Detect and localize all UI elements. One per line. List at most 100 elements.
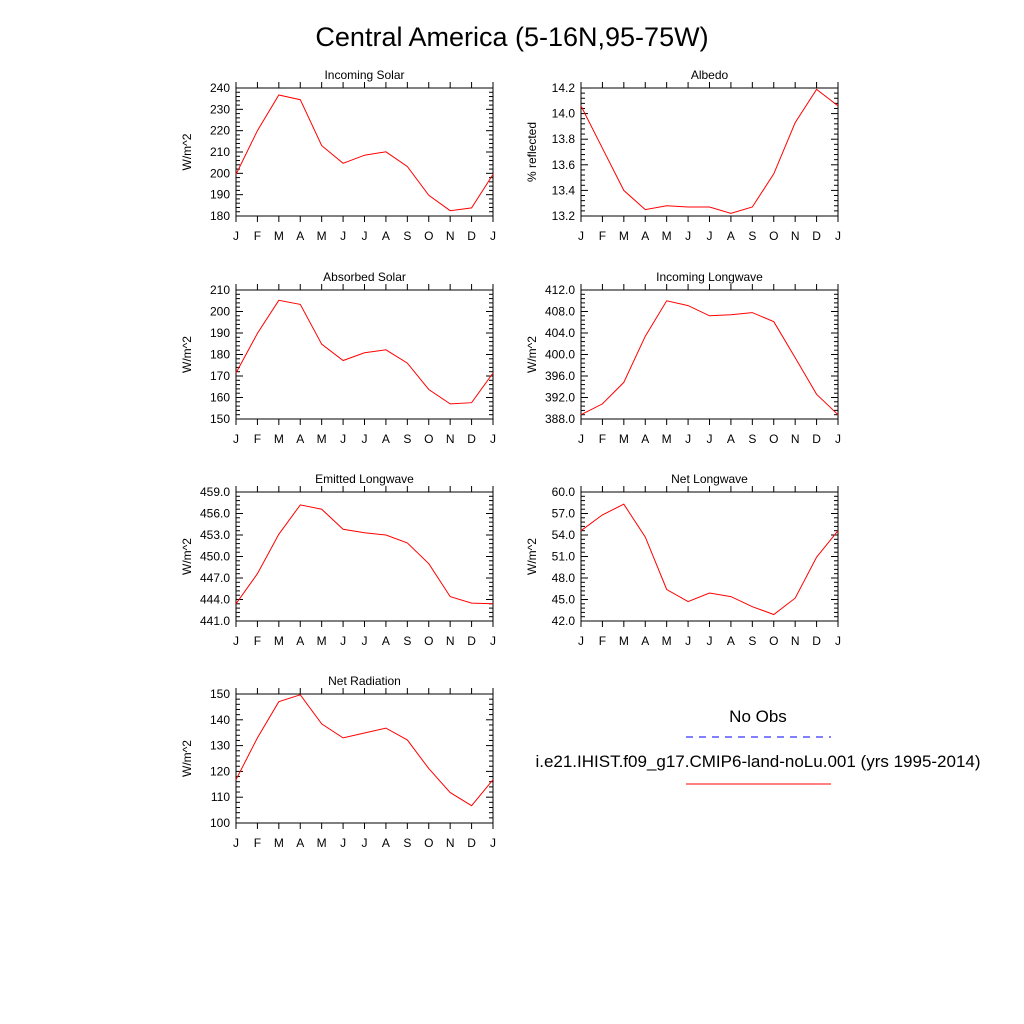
- x-tick-label: S: [403, 634, 411, 648]
- y-axis-label: W/m^2: [525, 538, 539, 575]
- x-tick-label: N: [446, 836, 455, 850]
- x-tick-label: J: [362, 634, 368, 648]
- x-tick-label: F: [599, 634, 606, 648]
- chart-title: Net Longwave: [671, 472, 748, 486]
- x-tick-label: D: [812, 432, 821, 446]
- x-tick-label: D: [467, 634, 476, 648]
- y-tick-label: 444.0: [200, 593, 230, 607]
- chart-panel-2: Albedo % reflected 13.2 13.4 13.6 13.8 14.0 14.…: [525, 68, 841, 243]
- y-axis-label: W/m^2: [180, 336, 194, 373]
- y-tick-label: 13.4: [552, 183, 576, 197]
- x-tick-label: F: [254, 634, 261, 648]
- y-tick-label: 48.0: [552, 571, 576, 585]
- y-tick-label: 230: [210, 102, 230, 116]
- x-tick-label: J: [707, 634, 713, 648]
- x-tick-label: O: [424, 634, 433, 648]
- y-tick-label: 150: [210, 687, 230, 701]
- x-tick-label: O: [769, 229, 778, 243]
- y-tick-label: 180: [210, 209, 230, 223]
- y-tick-label: 392.0: [545, 391, 575, 405]
- x-tick-label: A: [641, 432, 649, 446]
- y-tick-label: 190: [210, 188, 230, 202]
- x-tick-label: A: [382, 634, 390, 648]
- x-tick-label: A: [382, 432, 390, 446]
- x-tick-label: J: [340, 229, 346, 243]
- x-tick-label: N: [446, 432, 455, 446]
- x-tick-label: M: [317, 836, 327, 850]
- x-tick-label: F: [599, 229, 606, 243]
- y-tick-label: 240: [210, 81, 230, 95]
- x-tick-label: A: [641, 634, 649, 648]
- y-tick-label: 456.0: [200, 507, 230, 521]
- x-tick-label: J: [707, 229, 713, 243]
- x-tick-label: A: [382, 836, 390, 850]
- x-tick-label: S: [748, 432, 756, 446]
- x-tick-label: O: [424, 836, 433, 850]
- x-tick-label: J: [340, 432, 346, 446]
- plot-frame: [580, 87, 839, 217]
- x-tick-label: M: [619, 229, 629, 243]
- chart-title: Albedo: [691, 68, 729, 82]
- series-line-1: [580, 88, 839, 214]
- y-tick-label: 170: [210, 369, 230, 383]
- series-line-1: [235, 299, 494, 405]
- y-tick-label: 100: [210, 816, 230, 830]
- x-tick-label: N: [791, 432, 800, 446]
- legend-model-label: i.e21.IHIST.f09_g17.CMIP6-land-noLu.001 …: [535, 752, 980, 771]
- x-tick-label: M: [662, 229, 672, 243]
- page-title: Central America (5-16N,95-75W): [315, 22, 708, 52]
- y-tick-label: 400.0: [545, 348, 575, 362]
- x-tick-label: D: [812, 229, 821, 243]
- x-tick-label: S: [403, 229, 411, 243]
- x-tick-label: M: [317, 229, 327, 243]
- chart-title: Absorbed Solar: [323, 270, 406, 284]
- x-tick-label: D: [812, 634, 821, 648]
- x-tick-label: F: [254, 836, 261, 850]
- y-tick-label: 200: [210, 305, 230, 319]
- y-tick-label: 51.0: [552, 550, 576, 564]
- series-line-1: [235, 94, 494, 212]
- x-tick-label: A: [641, 229, 649, 243]
- panels: Incoming Solar W/m^2 180 190 200 210 220 230 240…: [180, 68, 841, 850]
- y-tick-label: 388.0: [545, 412, 575, 426]
- x-tick-label: J: [490, 836, 496, 850]
- y-tick-label: 210: [210, 283, 230, 297]
- y-tick-label: 14.0: [552, 107, 576, 121]
- x-tick-label: J: [233, 836, 239, 850]
- chart-panel-5: Emitted Longwave W/m^2 441.0 444.0 447.0 450.…: [180, 472, 496, 648]
- y-tick-label: 447.0: [200, 571, 230, 585]
- y-tick-label: 13.6: [552, 158, 576, 172]
- y-tick-label: 408.0: [545, 305, 575, 319]
- y-tick-label: 453.0: [200, 528, 230, 542]
- x-tick-label: J: [685, 432, 691, 446]
- chart-title: Emitted Longwave: [315, 472, 414, 486]
- plot-frame: [580, 491, 839, 622]
- y-tick-label: 130: [210, 739, 230, 753]
- x-tick-label: M: [662, 432, 672, 446]
- x-tick-label: M: [619, 634, 629, 648]
- chart-panel-6: Net Longwave W/m^2 42.0 45.0 48.0 51.0 54.0 57.…: [525, 472, 841, 648]
- y-axis-label: W/m^2: [525, 336, 539, 373]
- x-tick-label: J: [362, 432, 368, 446]
- x-tick-label: F: [599, 432, 606, 446]
- y-tick-label: 160: [210, 391, 230, 405]
- y-tick-label: 140: [210, 713, 230, 727]
- y-tick-label: 441.0: [200, 614, 230, 628]
- x-tick-label: A: [296, 836, 304, 850]
- x-tick-label: J: [340, 836, 346, 850]
- x-tick-label: F: [254, 432, 261, 446]
- x-tick-label: J: [835, 432, 841, 446]
- y-tick-label: 42.0: [552, 614, 576, 628]
- x-tick-label: M: [274, 634, 284, 648]
- x-tick-label: S: [748, 634, 756, 648]
- x-tick-label: A: [382, 229, 390, 243]
- x-tick-label: J: [578, 432, 584, 446]
- x-tick-label: J: [685, 634, 691, 648]
- chart-title: Net Radiation: [328, 674, 401, 688]
- y-tick-label: 396.0: [545, 369, 575, 383]
- chart-panel-1: Incoming Solar W/m^2 180 190 200 210 220 230 240…: [180, 68, 496, 243]
- y-tick-label: 57.0: [552, 507, 576, 521]
- y-tick-label: 13.8: [552, 132, 576, 146]
- series-line-1: [580, 300, 839, 416]
